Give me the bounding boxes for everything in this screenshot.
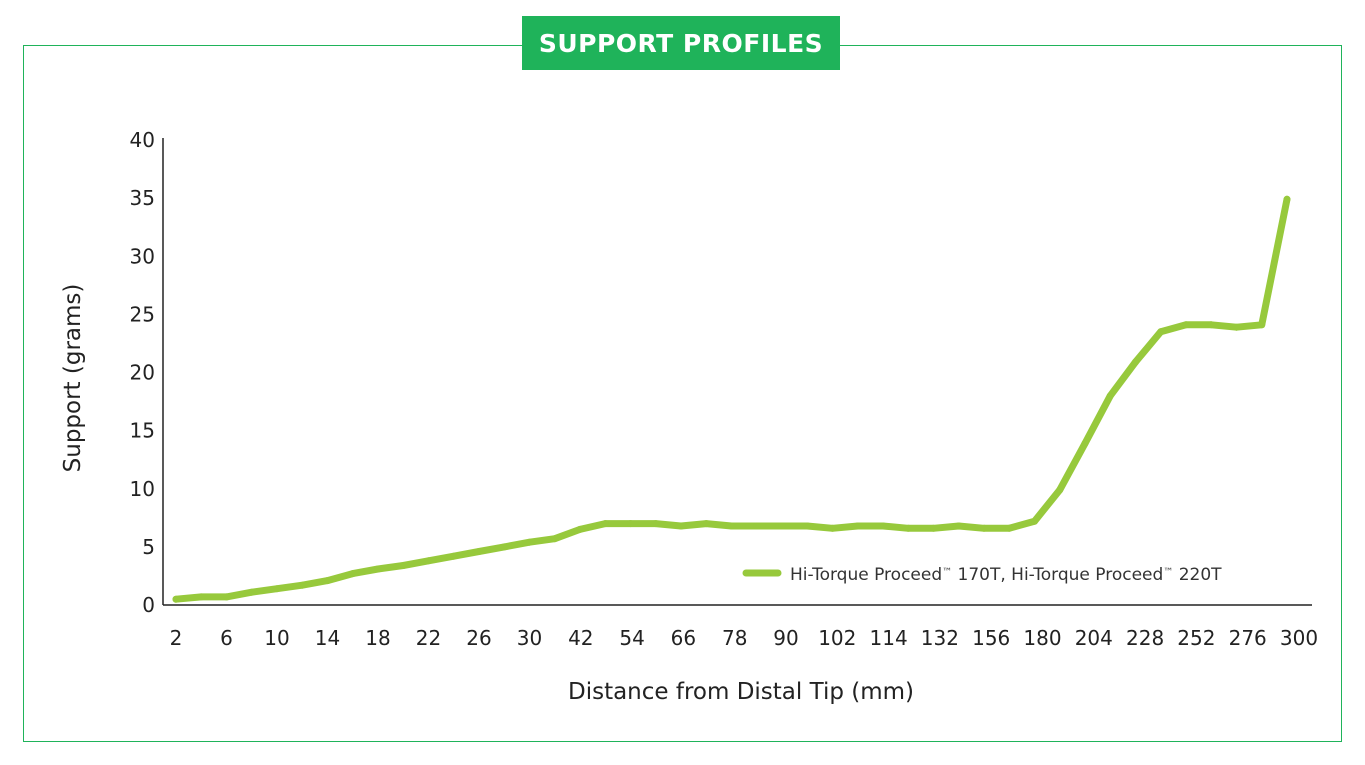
- data-point: [753, 522, 761, 530]
- data-point: [677, 522, 685, 530]
- x-tick-label: 204: [1075, 626, 1113, 650]
- x-tick-label: 42: [568, 626, 593, 650]
- x-tick-label: 102: [818, 626, 856, 650]
- data-point: [803, 522, 811, 530]
- data-point: [324, 577, 331, 585]
- data-point: [349, 570, 357, 578]
- data-point: [829, 524, 836, 532]
- data-point: [728, 522, 735, 530]
- axes: [162, 138, 1312, 606]
- legend: Hi-Torque Proceed™ 170T, Hi-Torque Proce…: [742, 565, 1222, 585]
- data-point: [425, 557, 432, 565]
- legend-label: Hi-Torque Proceed™ 170T, Hi-Torque Proce…: [790, 565, 1222, 585]
- x-tick-label: 156: [972, 626, 1010, 650]
- y-tick-label: 25: [130, 302, 155, 326]
- data-point: [627, 520, 634, 528]
- y-tick-label: 20: [130, 361, 155, 385]
- chart-title: SUPPORT PROFILES: [522, 16, 840, 70]
- data-point: [1157, 328, 1165, 336]
- data-point: [1031, 517, 1038, 525]
- data-point: [1283, 195, 1291, 203]
- data-point: [1233, 323, 1240, 331]
- x-tick-label: 6: [220, 626, 233, 650]
- data-point: [1182, 321, 1190, 329]
- data-point: [854, 522, 862, 530]
- x-tick-label: 22: [416, 626, 441, 650]
- data-point: [1207, 321, 1215, 329]
- data-point: [904, 524, 912, 532]
- data-point: [223, 593, 230, 601]
- x-tick-label: 14: [315, 626, 340, 650]
- y-axis-title: Support (grams): [60, 284, 86, 473]
- x-tick-label: 132: [921, 626, 959, 650]
- data-point: [551, 535, 559, 543]
- data-point: [702, 520, 710, 528]
- x-axis-ticks: 2 6 10 14 18 22 26 30 42 54 66 78 90 102 114 132 156 180 2…: [170, 626, 1318, 650]
- data-point: [601, 520, 609, 528]
- series-layer: [172, 195, 1291, 603]
- data-point: [652, 520, 660, 528]
- data-point: [1005, 524, 1013, 532]
- y-tick-label: 35: [130, 186, 155, 210]
- data-point: [526, 538, 533, 546]
- data-point: [399, 562, 407, 569]
- x-tick-label: 78: [722, 626, 747, 650]
- data-point: [576, 525, 584, 533]
- data-point: [879, 522, 887, 530]
- x-tick-label: 114: [870, 626, 908, 650]
- x-tick-label: 276: [1229, 626, 1267, 650]
- data-point: [955, 522, 963, 530]
- x-tick-label: 2: [170, 626, 183, 650]
- data-point: [1081, 439, 1089, 447]
- x-axis-title: Distance from Distal Tip (mm): [568, 679, 914, 705]
- y-axis-ticks: 0 5 10 15 20 25 30 35 40: [130, 128, 155, 617]
- data-point: [248, 588, 256, 596]
- data-point: [1056, 486, 1064, 494]
- data-point: [172, 595, 180, 603]
- data-point: [980, 524, 988, 532]
- x-tick-label: 30: [517, 626, 542, 650]
- y-tick-label: 5: [142, 535, 155, 559]
- x-tick-label: 300: [1280, 626, 1318, 650]
- x-tick-label: 180: [1023, 626, 1061, 650]
- data-point: [930, 524, 937, 532]
- x-tick-label: 90: [773, 626, 798, 650]
- x-tick-label: 228: [1126, 626, 1164, 650]
- y-tick-label: 30: [130, 244, 155, 268]
- data-point: [197, 593, 205, 601]
- x-tick-label: 66: [671, 626, 696, 650]
- data-point: [374, 565, 382, 573]
- y-tick-label: 40: [130, 128, 155, 152]
- data-point: [450, 552, 458, 560]
- data-point: [1106, 392, 1114, 400]
- x-tick-label: 252: [1177, 626, 1215, 650]
- data-point: [1132, 358, 1139, 366]
- data-point: [1258, 321, 1266, 329]
- x-tick-label: 54: [619, 626, 644, 650]
- x-tick-label: 26: [466, 626, 491, 650]
- data-point: [298, 581, 306, 589]
- data-point: [273, 585, 281, 593]
- data-point: [500, 543, 508, 551]
- series-line: [172, 195, 1291, 603]
- x-tick-label: 18: [365, 626, 390, 650]
- y-tick-label: 10: [130, 477, 155, 501]
- y-tick-label: 15: [130, 419, 155, 443]
- x-tick-label: 10: [264, 626, 289, 650]
- y-tick-label: 0: [142, 593, 155, 617]
- data-point: [475, 548, 483, 555]
- data-point: [778, 522, 786, 530]
